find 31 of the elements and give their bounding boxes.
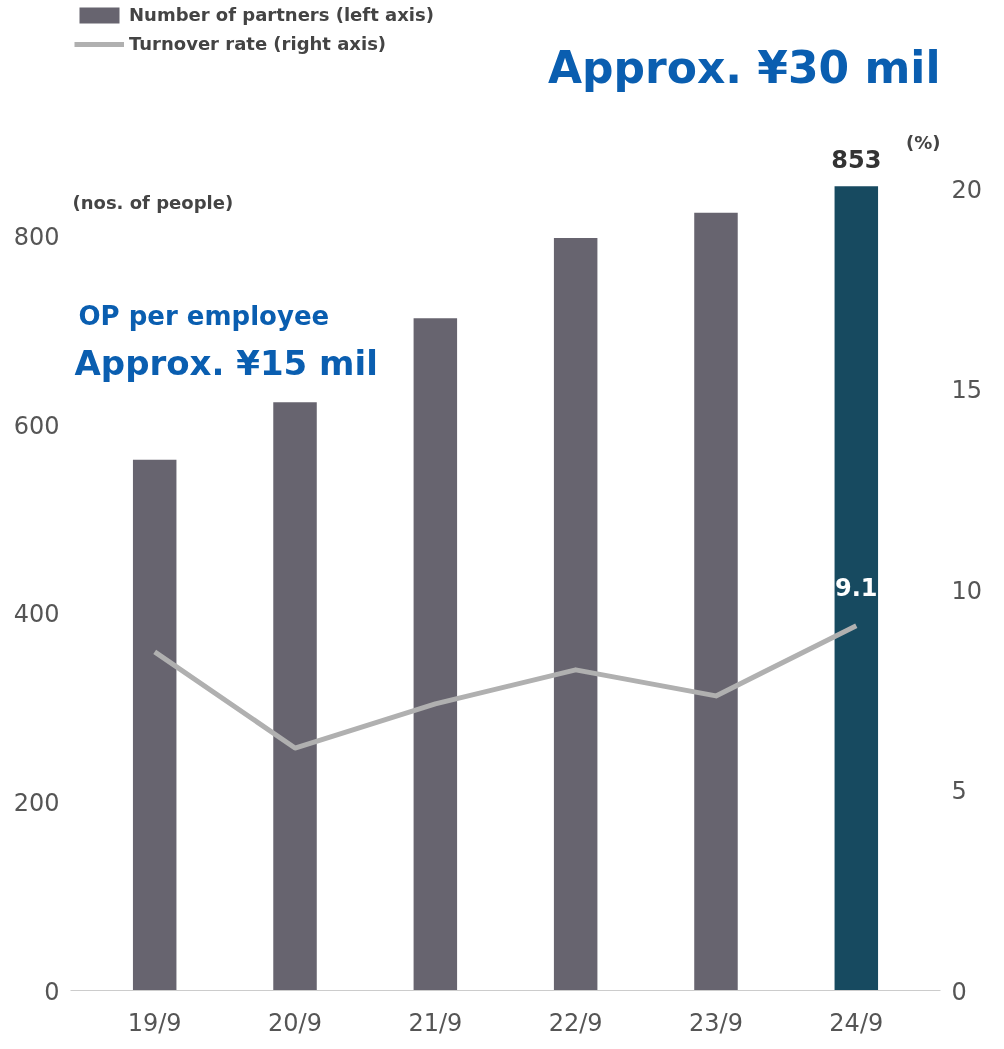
y2-axis-title: (%)	[906, 131, 941, 153]
y-tick-label: 200	[13, 788, 60, 817]
annotation: OP per employee	[78, 300, 330, 331]
data-label: 9.1	[835, 573, 878, 602]
bar	[553, 238, 598, 991]
x-tick-label: 20/9	[268, 1008, 322, 1037]
x-tick-label: 23/9	[689, 1008, 743, 1037]
legend-label: Number of partners (left axis)	[129, 4, 434, 25]
y2-tick-label: 10	[951, 576, 983, 605]
y2-tick-label: 20	[951, 175, 983, 204]
annotation: Approx. ¥30 mil	[547, 41, 941, 93]
bar	[273, 402, 317, 991]
y2-tick-label: 5	[951, 777, 967, 806]
bar	[132, 459, 177, 991]
x-tick-label: 21/9	[408, 1008, 463, 1037]
x-tick-label: 24/9	[829, 1008, 884, 1037]
y-tick-label: 0	[44, 977, 60, 1006]
x-tick-label: 22/9	[548, 1008, 603, 1037]
y2-tick-label: 0	[951, 977, 967, 1006]
y-tick-label: 800	[13, 223, 60, 252]
y-axis-title: (nos. of people)	[72, 191, 234, 213]
legend-label: Turnover rate (right axis)	[129, 33, 387, 54]
y-tick-label: 600	[13, 411, 60, 440]
data-label: 853	[831, 146, 882, 175]
bar	[413, 318, 458, 991]
bar	[694, 212, 738, 991]
bar	[834, 186, 879, 991]
annotation: Approx. ¥15 mil	[74, 342, 378, 383]
y-tick-label: 400	[13, 600, 60, 629]
x-tick-label: 19/9	[127, 1008, 182, 1037]
y2-tick-label: 15	[951, 376, 983, 405]
